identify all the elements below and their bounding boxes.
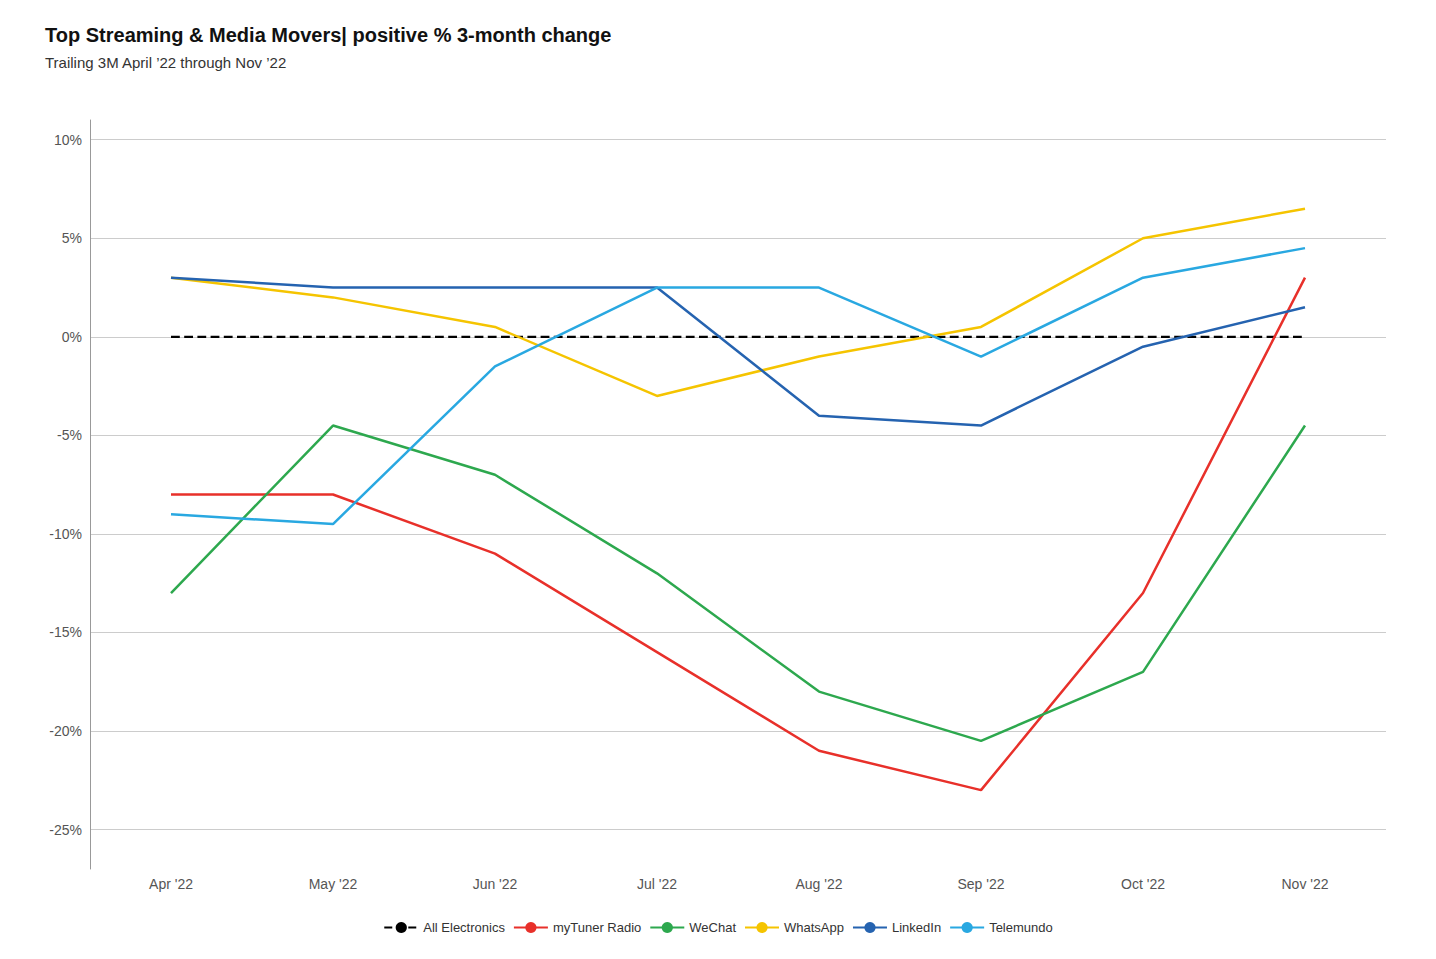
svg-text:LinkedIn: LinkedIn: [892, 920, 941, 935]
svg-text:0%: 0%: [62, 329, 82, 345]
svg-text:Telemundo: Telemundo: [989, 920, 1053, 935]
svg-text:WeChat: WeChat: [689, 920, 736, 935]
svg-text:-5%: -5%: [57, 427, 82, 443]
svg-text:5%: 5%: [62, 230, 82, 246]
svg-text:-25%: -25%: [49, 822, 82, 838]
svg-text:Apr '22: Apr '22: [149, 876, 193, 892]
svg-text:Oct '22: Oct '22: [1121, 876, 1165, 892]
svg-text:May '22: May '22: [309, 876, 358, 892]
svg-text:10%: 10%: [54, 132, 82, 148]
svg-text:-15%: -15%: [49, 624, 82, 640]
svg-text:Jul '22: Jul '22: [637, 876, 677, 892]
svg-text:Jun '22: Jun '22: [473, 876, 518, 892]
svg-text:Trailing 3M April ’22 through: Trailing 3M April ’22 through Nov ’22: [45, 54, 286, 71]
svg-text:Sep '22: Sep '22: [957, 876, 1004, 892]
svg-text:All Electronics: All Electronics: [423, 920, 505, 935]
svg-text:Aug '22: Aug '22: [795, 876, 842, 892]
svg-text:Top Streaming & Media Movers|: Top Streaming & Media Movers| positive %…: [45, 24, 611, 46]
svg-text:Nov '22: Nov '22: [1281, 876, 1328, 892]
svg-text:myTuner Radio: myTuner Radio: [553, 920, 641, 935]
svg-text:-20%: -20%: [49, 723, 82, 739]
svg-text:-10%: -10%: [49, 526, 82, 542]
svg-text:WhatsApp: WhatsApp: [784, 920, 844, 935]
